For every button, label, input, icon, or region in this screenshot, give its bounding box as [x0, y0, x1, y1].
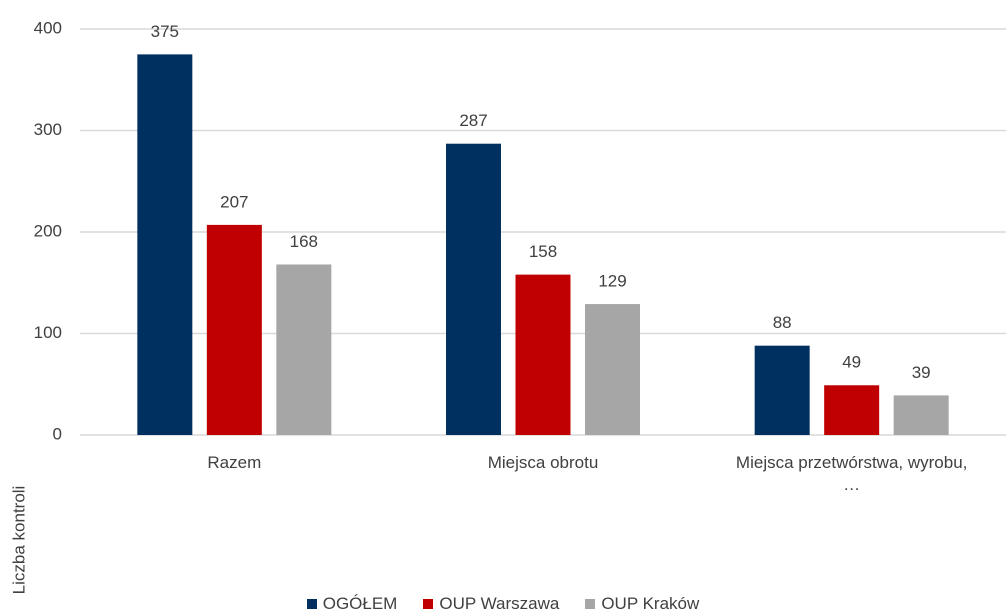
bar [824, 385, 880, 435]
data-label: 375 [151, 22, 179, 41]
bar [446, 143, 501, 435]
data-label: 158 [529, 242, 557, 261]
bar [754, 345, 810, 435]
data-label: 49 [842, 353, 861, 372]
x-tick-label: Razem [207, 453, 262, 472]
data-label: 287 [459, 111, 487, 130]
legend-label: OGÓŁEM [322, 594, 398, 613]
bar [206, 224, 262, 435]
legend-item: OUP Kraków [585, 594, 699, 614]
y-tick-label: 100 [34, 323, 62, 342]
legend: OGÓŁEM OUP Warszawa OUP Kraków [0, 594, 1006, 614]
data-label: 39 [912, 363, 931, 382]
y-tick-label: 0 [53, 424, 62, 443]
data-label: 168 [290, 232, 318, 251]
legend-swatch [423, 599, 434, 609]
legend-label: OUP Kraków [601, 594, 700, 613]
y-axis-label: Liczba kontroli [9, 486, 28, 595]
bar [585, 304, 640, 435]
legend-item: OUP Warszawa [423, 594, 559, 614]
x-tick-label: Miejsca obrotu [487, 453, 599, 472]
data-label: 129 [598, 272, 626, 291]
y-tick-label: 400 [34, 18, 62, 37]
legend-item: OGÓŁEM [306, 594, 398, 614]
legend-label: OUP Warszawa [439, 594, 560, 613]
data-label: 207 [220, 192, 248, 211]
legend-swatch [585, 599, 596, 609]
bar [893, 395, 949, 435]
bar [515, 274, 571, 435]
y-tick-label: 300 [34, 120, 62, 139]
y-tick-label: 200 [34, 221, 62, 240]
bar [276, 264, 332, 435]
legend-swatch [306, 599, 317, 609]
data-label: 88 [773, 313, 792, 332]
bar [137, 54, 193, 435]
x-tick-label: Miejsca przetwórstwa, wyrobu, … [735, 453, 968, 494]
